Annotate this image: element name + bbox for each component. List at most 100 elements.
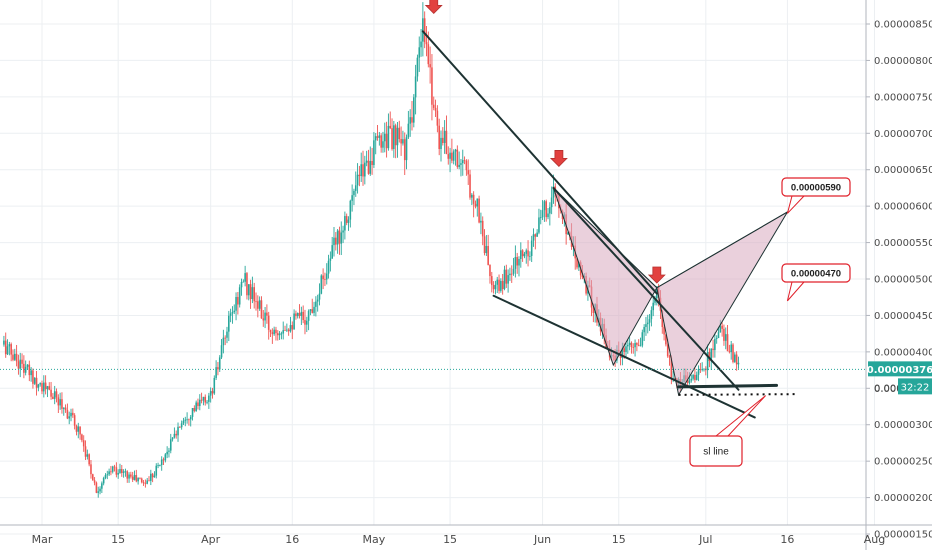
candle-body — [434, 107, 437, 111]
candle-body — [153, 475, 156, 478]
callout-box — [781, 263, 851, 283]
candle-body — [391, 128, 393, 150]
candle-body — [160, 459, 163, 466]
candle-body — [44, 382, 47, 390]
candle-body — [244, 273, 246, 282]
candle-body — [494, 284, 497, 290]
candle-body — [284, 330, 286, 331]
candle-body — [719, 325, 722, 333]
candle-body — [177, 426, 179, 436]
candle-body — [634, 343, 636, 348]
candle-body — [300, 311, 303, 316]
candle-body — [327, 260, 330, 274]
candle-body — [249, 284, 252, 300]
candle-body — [257, 301, 259, 309]
candle-body — [53, 391, 56, 399]
candle-body — [318, 293, 321, 300]
candle-body — [723, 328, 725, 341]
candle-body — [12, 354, 14, 360]
candle-body — [431, 67, 433, 105]
candle-body — [226, 331, 228, 338]
candle-body — [416, 57, 419, 77]
candle-body — [489, 264, 491, 277]
candle-body — [68, 416, 71, 419]
candle-body — [496, 279, 499, 285]
candle-body — [325, 273, 328, 280]
candle-body — [487, 245, 489, 265]
candle-body — [133, 474, 136, 480]
candle-body — [324, 279, 326, 280]
candle-body — [529, 255, 531, 257]
candle-body — [402, 139, 404, 144]
y-tick-label: 0.00000450 — [874, 311, 932, 322]
candle-body — [547, 213, 549, 218]
candle-body — [17, 361, 20, 369]
candle-body — [474, 203, 477, 207]
candle-body — [449, 152, 451, 159]
candle-body — [567, 232, 569, 235]
candle-body — [643, 326, 645, 333]
candle-body — [472, 194, 475, 204]
candle-body — [269, 329, 272, 333]
candle-body — [578, 262, 580, 268]
candle-body — [549, 207, 551, 214]
candle-body — [142, 482, 145, 484]
candle-body — [621, 348, 624, 358]
candle-body — [714, 339, 716, 351]
candle-body — [144, 483, 147, 484]
candle-body — [485, 245, 488, 254]
candle-body — [518, 259, 520, 266]
candle-body — [50, 389, 52, 397]
candle-body — [220, 345, 223, 358]
candle-body — [26, 364, 29, 367]
candle-body — [414, 76, 417, 98]
candle-body — [73, 415, 76, 426]
candle-body — [204, 396, 207, 403]
y-tick-label: 0.00000250 — [874, 457, 932, 468]
candle-body — [180, 423, 183, 428]
candle-body — [648, 319, 651, 323]
trend-line — [552, 186, 740, 391]
candle-body — [242, 281, 245, 283]
candle-body — [335, 237, 337, 245]
candle-body — [734, 354, 736, 362]
candle-body — [55, 391, 58, 398]
candle-body — [539, 217, 542, 219]
candle-body — [378, 135, 381, 138]
candle-body — [536, 232, 538, 237]
candle-body — [342, 230, 344, 233]
candle-body — [505, 269, 508, 284]
candle-body — [173, 433, 176, 438]
candle-body — [111, 466, 114, 472]
candle-body — [322, 275, 324, 280]
partial-axis-label: 0.000 — [874, 383, 903, 394]
candle-body — [108, 471, 110, 475]
candle-body — [396, 127, 399, 146]
candle-body — [652, 302, 655, 311]
x-tick-label: Apr — [201, 533, 221, 546]
candle-body — [23, 363, 25, 373]
candle-body — [81, 434, 83, 441]
candle-body — [329, 258, 332, 261]
candle-body — [364, 162, 366, 177]
candle-body — [503, 269, 506, 290]
candle-body — [407, 123, 410, 138]
sl-dotted-line — [678, 393, 799, 396]
candle-body — [273, 329, 275, 335]
candle-body — [592, 307, 595, 314]
candle-body — [126, 471, 129, 479]
candle-body — [193, 407, 196, 411]
candle-body — [84, 446, 87, 457]
candle-body — [113, 466, 116, 468]
candle-body — [532, 234, 535, 241]
candle-body — [70, 412, 72, 417]
candle-body — [200, 399, 203, 401]
candle-body — [443, 130, 446, 143]
candle-body — [311, 309, 314, 313]
candle-body — [451, 152, 453, 161]
candle-body — [382, 141, 384, 148]
candle-body — [349, 200, 352, 220]
candle-body — [465, 160, 468, 171]
candle-body — [175, 433, 178, 436]
